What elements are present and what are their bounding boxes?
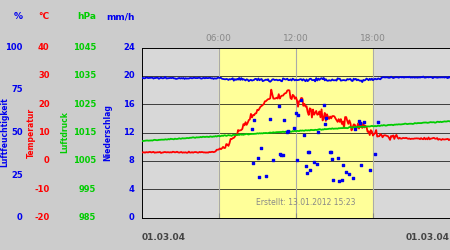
Text: 985: 985 (79, 213, 96, 222)
Text: 0: 0 (17, 213, 22, 222)
Text: 16: 16 (123, 100, 135, 109)
Text: 1025: 1025 (73, 100, 96, 109)
Text: 01.03.04: 01.03.04 (406, 233, 450, 242)
Point (256, 175, 263, 179)
Point (275, 104, 282, 108)
Point (266, 117, 274, 121)
Text: 20: 20 (123, 71, 135, 80)
Text: 20: 20 (38, 100, 50, 109)
Point (284, 130, 291, 134)
Text: 12: 12 (123, 128, 135, 137)
Bar (219, 48, 373, 217)
Point (351, 127, 358, 131)
Point (251, 118, 258, 122)
Point (249, 161, 256, 165)
Text: -20: -20 (34, 213, 50, 222)
Point (314, 162, 321, 166)
Point (339, 164, 346, 168)
Point (297, 98, 305, 102)
Text: 1015: 1015 (73, 128, 96, 137)
Text: 1035: 1035 (73, 71, 96, 80)
Point (262, 174, 270, 178)
Point (292, 111, 300, 115)
Text: 0: 0 (129, 213, 135, 222)
Point (349, 176, 356, 180)
Text: 01.03.04: 01.03.04 (142, 233, 186, 242)
Point (356, 118, 363, 122)
Point (285, 129, 292, 133)
Point (294, 112, 302, 116)
Text: 4: 4 (129, 185, 135, 194)
Text: 8: 8 (129, 156, 135, 165)
Point (276, 152, 284, 156)
Text: 100: 100 (5, 43, 22, 52)
Point (306, 168, 313, 172)
Point (255, 156, 262, 160)
Point (315, 130, 322, 134)
Point (375, 120, 382, 124)
Text: mm/h: mm/h (106, 12, 135, 21)
Text: Niederschlag: Niederschlag (103, 104, 112, 161)
Point (342, 170, 350, 174)
Text: Temperatur: Temperatur (27, 108, 36, 158)
Text: 40: 40 (38, 43, 50, 52)
Text: hPa: hPa (77, 12, 96, 21)
Text: 75: 75 (11, 86, 22, 94)
Text: 50: 50 (11, 128, 22, 137)
Point (338, 178, 346, 182)
Point (335, 179, 342, 183)
Point (328, 150, 335, 154)
Point (290, 126, 297, 130)
Point (361, 120, 368, 124)
Text: °C: °C (39, 12, 50, 21)
Point (302, 164, 309, 168)
Point (304, 150, 311, 154)
Point (279, 152, 287, 156)
Text: Luftfeuchtigkeit: Luftfeuchtigkeit (0, 98, 9, 168)
Point (303, 171, 310, 175)
Text: 10: 10 (38, 128, 50, 137)
Point (293, 158, 301, 162)
Point (301, 133, 308, 137)
Text: 30: 30 (38, 71, 50, 80)
Text: 24: 24 (123, 43, 135, 52)
Text: 0: 0 (44, 156, 50, 165)
Text: Erstellt: 13.01.2012 15:23: Erstellt: 13.01.2012 15:23 (256, 198, 356, 207)
Text: Luftdruck: Luftdruck (61, 112, 70, 154)
Point (321, 122, 328, 126)
Point (270, 158, 277, 162)
Point (322, 116, 329, 120)
Point (330, 178, 337, 182)
Point (320, 103, 327, 107)
Text: 995: 995 (79, 185, 96, 194)
Point (280, 118, 288, 122)
Point (328, 157, 336, 161)
Point (310, 160, 318, 164)
Point (305, 150, 312, 154)
Text: -10: -10 (34, 185, 50, 194)
Point (277, 153, 284, 157)
Text: %: % (14, 12, 22, 21)
Point (356, 121, 364, 125)
Point (334, 156, 341, 160)
Point (248, 127, 256, 131)
Point (358, 163, 365, 167)
Text: 1005: 1005 (73, 156, 96, 165)
Point (327, 150, 334, 154)
Point (372, 152, 379, 156)
Text: 1045: 1045 (73, 43, 96, 52)
Point (346, 172, 353, 175)
Text: 25: 25 (11, 170, 22, 179)
Point (257, 146, 264, 150)
Point (366, 168, 373, 172)
